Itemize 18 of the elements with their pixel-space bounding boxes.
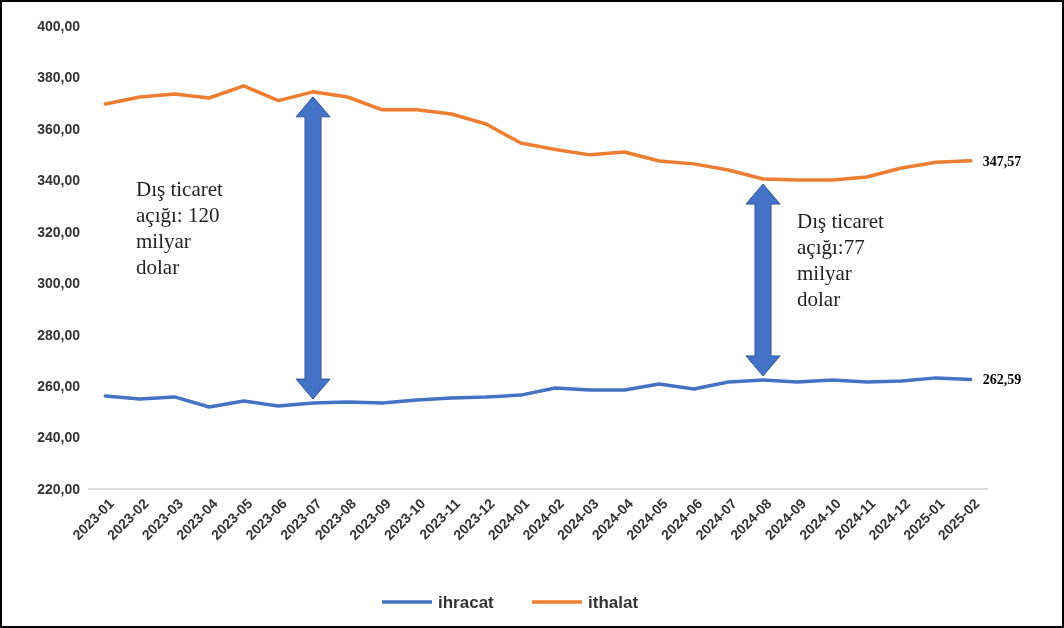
y-tick-label: 360,00: [37, 120, 81, 137]
y-tick-label: 260,00: [37, 378, 81, 395]
y-tick-label: 240,00: [37, 429, 81, 446]
data-label: 347,57: [982, 153, 1022, 169]
y-tick-label: 280,00: [37, 326, 81, 343]
y-tick-label: 320,00: [37, 223, 81, 240]
annotation: Dış ticaret açığı:77 milyar dolar: [797, 208, 885, 311]
line-series: [103, 376, 973, 409]
legend-label: ithalat: [588, 592, 639, 612]
annotation: Dış ticaret açığı: 120 milyar dolar: [136, 176, 224, 279]
y-tick-label: 400,00: [37, 17, 81, 34]
data-label: 262,59: [982, 372, 1022, 388]
line-series: [103, 84, 973, 182]
y-tick-label: 380,00: [37, 69, 81, 86]
y-tick-label: 300,00: [37, 275, 81, 292]
legend-label: ihracat: [438, 592, 495, 612]
y-tick-label: 340,00: [37, 172, 81, 189]
y-tick-label: 220,00: [37, 480, 81, 497]
